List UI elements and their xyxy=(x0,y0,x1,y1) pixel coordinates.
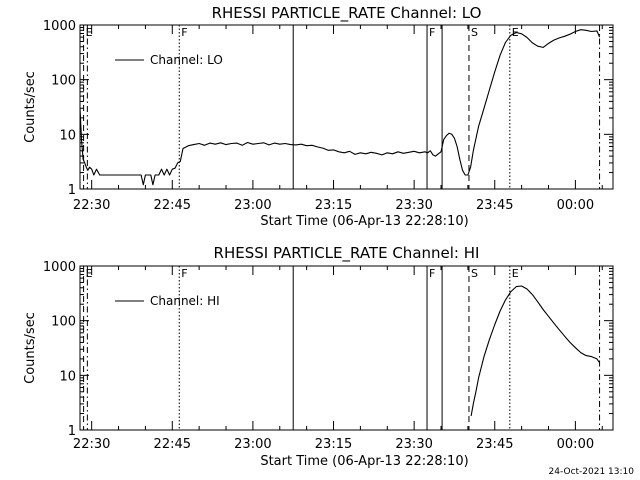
y-tick-label: 100 xyxy=(51,315,76,330)
series-line xyxy=(470,285,601,417)
y-axis-label: Counts/sec xyxy=(23,312,38,384)
x-tick-label: 00:00 xyxy=(557,198,594,213)
y-tick-label: 10 xyxy=(59,128,76,143)
x-tick-label: 23:00 xyxy=(234,198,271,213)
event-marker-label: S xyxy=(471,26,478,39)
plot-frame xyxy=(79,265,614,431)
chart-panel-hi: RHESSI PARTICLE_RATE Channel: HI 1 10 100 10… xyxy=(23,244,614,469)
x-tick-label: 23:15 xyxy=(315,198,352,213)
event-marker-label: F xyxy=(429,26,435,39)
y-tick-label: 1 xyxy=(68,424,76,439)
x-tick-label: 22:45 xyxy=(154,437,191,452)
event-marker-label: F xyxy=(429,267,435,280)
event-marker-label: F xyxy=(181,26,187,39)
chart-title: RHESSI PARTICLE_RATE Channel: LO xyxy=(212,4,482,23)
x-tick-label: 23:45 xyxy=(476,437,513,452)
y-tick-label: 10 xyxy=(59,369,76,384)
y-tick-label: 1000 xyxy=(43,260,76,275)
x-tick-label: 22:30 xyxy=(73,198,110,213)
x-axis-label: Start Time (06-Apr-13 22:28:10) xyxy=(260,454,468,469)
event-marker-label: S xyxy=(471,267,478,280)
y-tick-label: 1 xyxy=(68,183,76,198)
chart-panel-lo: RHESSI PARTICLE_RATE Channel: LO 1 10 100 10… xyxy=(23,4,614,229)
event-marker-label: E xyxy=(512,267,519,280)
footer-timestamp: 24-Oct-2021 13:10 xyxy=(548,467,634,477)
x-tick-label: 23:00 xyxy=(234,437,271,452)
y-axis-label: Counts/sec xyxy=(23,71,38,143)
x-tick-label: 23:45 xyxy=(476,198,513,213)
x-tick-label: 22:30 xyxy=(73,437,110,452)
plot-frame xyxy=(79,24,614,190)
chart-title: RHESSI PARTICLE_RATE Channel: HI xyxy=(214,244,480,263)
legend-label: Channel: LO xyxy=(150,53,223,67)
y-tick-label: 100 xyxy=(51,74,76,89)
event-marker-label: F xyxy=(181,267,187,280)
event-marker-label: E xyxy=(86,26,93,39)
series-line xyxy=(79,29,601,186)
x-tick-label: 22:45 xyxy=(154,198,191,213)
legend-label: Channel: HI xyxy=(150,294,220,308)
x-tick-label: 00:00 xyxy=(557,437,594,452)
x-tick-label: 23:30 xyxy=(395,437,432,452)
x-tick-label: 23:30 xyxy=(395,198,432,213)
y-tick-label: 1000 xyxy=(43,19,76,34)
x-tick-label: 23:15 xyxy=(315,437,352,452)
x-axis-label: Start Time (06-Apr-13 22:28:10) xyxy=(260,214,468,229)
event-marker-label: E xyxy=(86,267,93,280)
